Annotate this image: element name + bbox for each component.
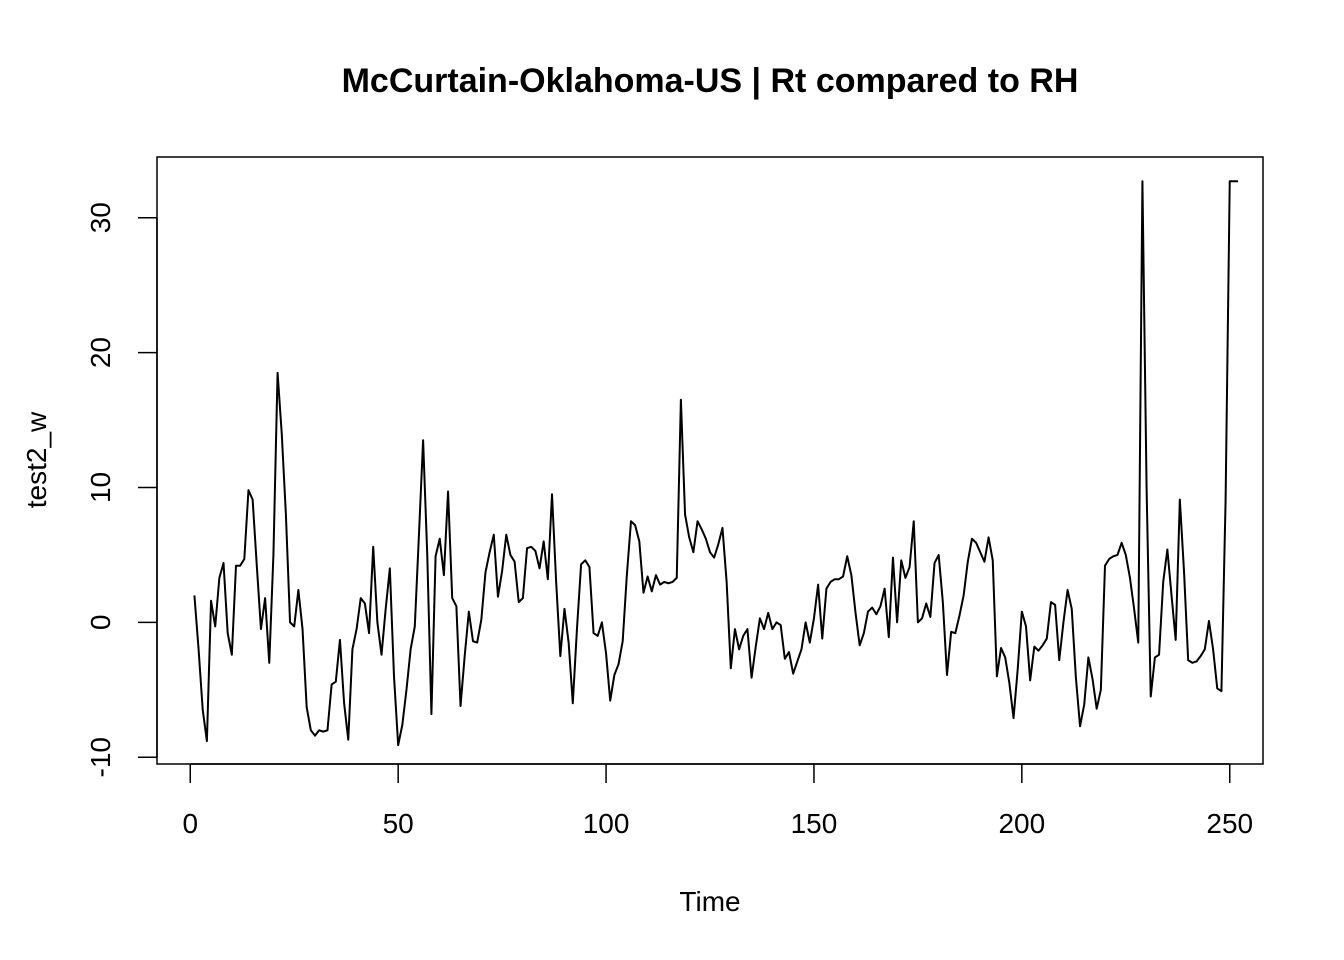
chart-title: McCurtain-Oklahoma-US | Rt compared to R…	[342, 62, 1079, 100]
x-tick-label: 0	[182, 808, 198, 839]
y-tick-label: -10	[85, 737, 116, 777]
y-axis: -10 0 10 20 30	[85, 202, 158, 777]
series-line	[193, 180, 1239, 747]
y-tick-label: 10	[85, 472, 116, 503]
y-tick-label: 20	[85, 337, 116, 368]
x-axis-label: Time	[679, 886, 740, 917]
x-tick-label: 250	[1206, 808, 1253, 839]
x-tick-label: 50	[383, 808, 414, 839]
y-axis-label: test2_w	[21, 411, 52, 508]
x-tick-label: 200	[998, 808, 1045, 839]
x-tick-label: 100	[583, 808, 630, 839]
y-tick-label: 30	[85, 202, 116, 233]
x-tick-label: 150	[791, 808, 838, 839]
plot-frame	[156, 156, 1264, 765]
y-tick-label: 0	[85, 615, 116, 631]
x-axis: 0 50 100 150 200 250	[182, 763, 1253, 839]
